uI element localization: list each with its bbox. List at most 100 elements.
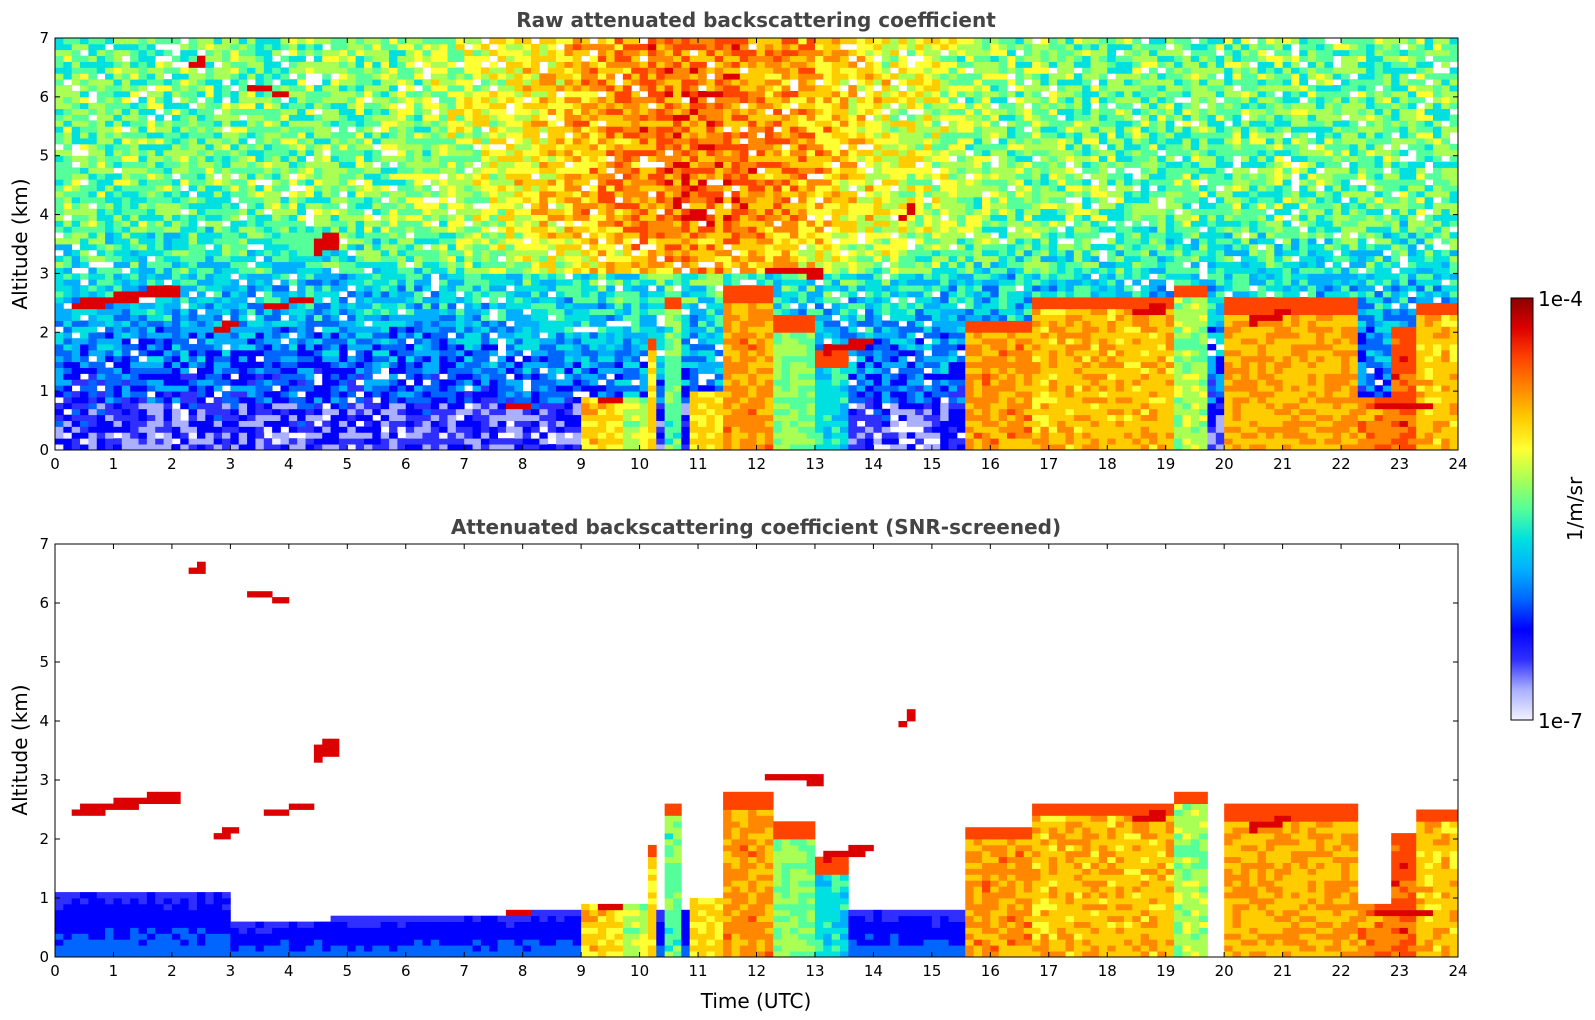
heatmap-cell (230, 232, 240, 239)
heatmap-cell (522, 444, 532, 450)
heatmap-cell (472, 226, 482, 233)
heatmap-cell (405, 320, 415, 327)
heatmap-cell (656, 179, 666, 186)
heatmap-cell (238, 132, 248, 139)
heatmap-cell (188, 379, 198, 386)
heatmap-cell (213, 338, 223, 345)
heatmap-cell (489, 249, 499, 257)
heatmap-cell (681, 161, 691, 168)
heatmap-cell (380, 155, 390, 162)
heatmap-cell (330, 285, 340, 292)
heatmap-cell (414, 196, 423, 204)
heatmap-cell (263, 38, 273, 45)
heatmap-cell (564, 338, 574, 345)
heatmap-cell (472, 244, 482, 251)
heatmap-cell (472, 385, 482, 392)
heatmap-cell (556, 244, 565, 251)
heatmap-cell (272, 314, 281, 321)
heatmap-cell (656, 185, 666, 192)
heatmap-cell (322, 444, 331, 450)
heatmap-cell (121, 279, 131, 286)
heatmap-cell (263, 61, 273, 68)
heatmap-cell (581, 267, 590, 274)
heatmap-cell (55, 296, 64, 304)
heatmap-cell (230, 102, 240, 110)
heatmap-cell (280, 308, 290, 316)
heatmap-cell (188, 308, 198, 316)
heatmap-cell (205, 90, 215, 98)
heatmap-cell (55, 320, 64, 327)
heatmap-cell (363, 432, 373, 439)
heatmap-cell (146, 279, 156, 286)
heatmap-cell (96, 255, 106, 263)
heatmap-cell (180, 385, 190, 392)
heatmap-cell (338, 344, 348, 351)
heatmap-cell (305, 379, 315, 386)
heatmap-cell (272, 261, 281, 268)
heatmap-cell (188, 444, 198, 450)
heatmap-cell (272, 67, 281, 74)
heatmap-cell (180, 191, 190, 198)
heatmap-cell (338, 267, 348, 274)
heatmap-cell (656, 444, 666, 450)
heatmap-cell (614, 43, 624, 51)
heatmap-cell (397, 438, 407, 445)
heatmap-cell (88, 385, 98, 392)
heatmap-cell (196, 391, 206, 398)
heatmap-cell (531, 385, 540, 392)
heatmap-cell (572, 85, 582, 92)
heatmap-cell (263, 267, 273, 274)
heatmap-cell (572, 102, 582, 110)
heatmap-cell (355, 314, 365, 321)
heatmap-cell (96, 149, 106, 157)
heatmap-cell (80, 261, 89, 268)
heatmap-cell (380, 55, 390, 62)
heatmap-cell (313, 132, 323, 139)
heatmap-cell (247, 196, 256, 204)
heatmap-cell (355, 55, 365, 62)
heatmap-cell (422, 49, 432, 57)
heatmap-cell (105, 355, 114, 363)
heatmap-cell (163, 238, 173, 245)
heatmap-cell (439, 90, 448, 98)
heatmap-cell (96, 314, 106, 321)
heatmap-cell (130, 326, 139, 333)
heatmap-cell (280, 267, 290, 274)
heatmap-cell (572, 296, 582, 304)
heatmap-cell (163, 208, 173, 215)
heatmap-cell (121, 414, 131, 421)
heatmap-cell (255, 208, 265, 215)
heatmap-cell (138, 285, 148, 292)
heatmap-cell (188, 85, 198, 92)
heatmap-cell (55, 361, 64, 368)
heatmap-cell (238, 255, 248, 263)
heatmap-cell (347, 302, 357, 310)
heatmap-cell (338, 73, 348, 80)
heatmap-cell (121, 255, 131, 263)
heatmap-cell (330, 196, 340, 204)
heatmap-cell (622, 191, 632, 198)
heatmap-cell (689, 391, 699, 398)
heatmap-cell (238, 414, 248, 421)
heatmap-cell (614, 373, 624, 380)
heatmap-cell (505, 202, 515, 210)
heatmap-cell (188, 208, 198, 215)
heatmap-cell (313, 102, 323, 110)
heatmap-cell (180, 126, 190, 133)
heatmap-cell (589, 367, 599, 374)
heatmap-cell (196, 238, 206, 245)
heatmap-cell (639, 291, 649, 298)
heatmap-cell (631, 420, 640, 427)
heatmap-cell (656, 373, 666, 380)
heatmap-cell (581, 302, 590, 310)
heatmap-cell (606, 367, 615, 374)
heatmap-cell (405, 302, 415, 310)
heatmap-cell (363, 196, 373, 204)
heatmap-cell (96, 320, 106, 327)
heatmap-cell (355, 326, 365, 333)
heatmap-cell (472, 426, 482, 433)
heatmap-cell (389, 138, 398, 145)
heatmap-cell (531, 308, 540, 316)
heatmap-cell (288, 90, 298, 98)
heatmap-cell (556, 208, 565, 215)
